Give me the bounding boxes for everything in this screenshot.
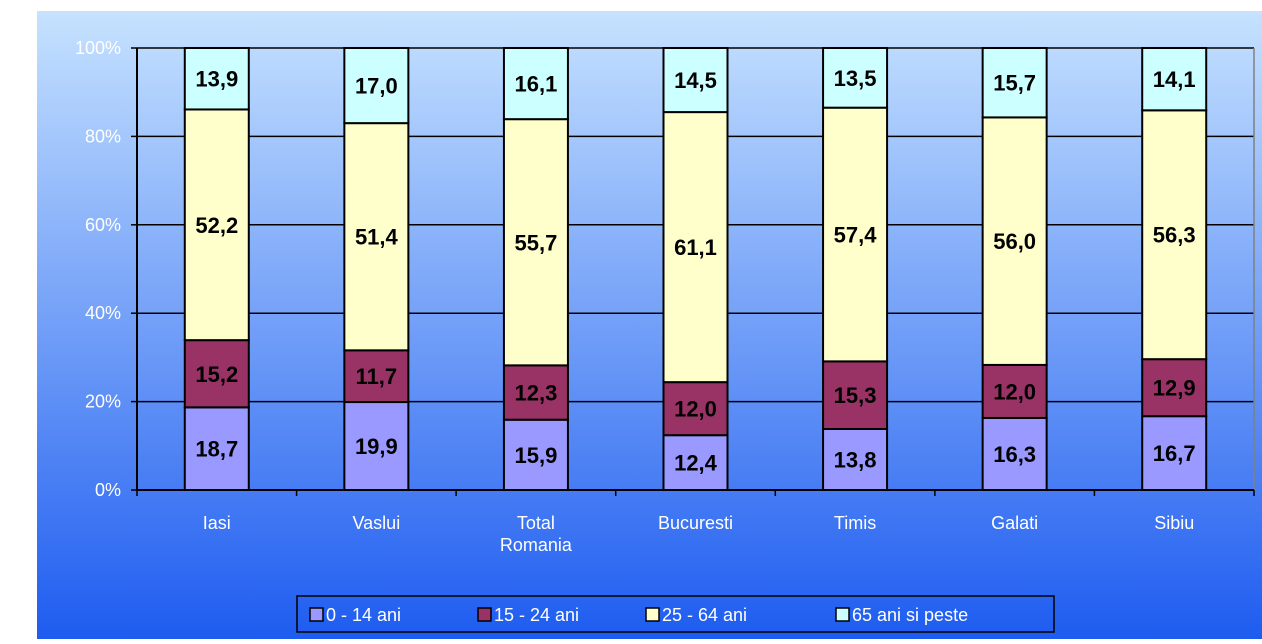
- data-label: 15,3: [834, 383, 877, 408]
- bar-segment: [1141, 109, 1208, 361]
- bar-segment: [981, 363, 1048, 419]
- x-tick-label: Galati: [991, 513, 1038, 533]
- legend-swatch: [835, 607, 850, 622]
- bar-segment: [183, 339, 250, 409]
- legend-label: 65 ani si peste: [852, 605, 968, 625]
- y-tick-label: 20%: [85, 392, 121, 412]
- data-label: 57,4: [834, 223, 878, 248]
- bar-segment: [662, 111, 729, 384]
- bar-segment: [1141, 47, 1208, 112]
- legend-swatch: [309, 607, 324, 622]
- legend-label: 15 - 24 ani: [494, 605, 579, 625]
- axes: 0% 20% 40% 60% 80% 100% Iasi Vaslui TotalRomania…: [75, 38, 1255, 555]
- x-tick-label: Iasi: [203, 513, 231, 533]
- bar-segment: [822, 428, 889, 491]
- data-label: 13,5: [834, 66, 877, 91]
- data-label: 18,7: [195, 437, 238, 462]
- y-tick-label: 40%: [85, 303, 121, 323]
- data-label: 11,7: [356, 364, 398, 389]
- legend-swatch: [645, 607, 660, 622]
- data-label: 12,3: [515, 381, 558, 406]
- data-label: 12,0: [993, 379, 1036, 404]
- legend-label: 25 - 64 ani: [662, 605, 747, 625]
- x-tick-label: Vaslui: [353, 513, 401, 533]
- y-tick-label: 80%: [85, 126, 121, 146]
- data-label: 15,2: [195, 362, 238, 387]
- data-label: 12,0: [674, 397, 717, 422]
- x-tick-label: Timis: [834, 513, 876, 533]
- x-tick-label: Romania: [500, 535, 573, 555]
- data-label: 16,7: [1153, 441, 1196, 466]
- legend-swatch: [477, 607, 492, 622]
- bar-segment: [1141, 415, 1208, 492]
- data-label: 19,9: [355, 434, 398, 459]
- data-label: 13,9: [195, 67, 238, 92]
- data-label: 15,7: [993, 71, 1036, 96]
- bar-segment: [822, 106, 889, 363]
- data-label: 17,0: [355, 74, 398, 99]
- data-label: 16,3: [993, 442, 1036, 467]
- x-tick-label: Bucuresti: [658, 513, 733, 533]
- y-tick-label: 100%: [75, 38, 121, 58]
- bar-segment: [502, 47, 569, 121]
- bar-segment: [343, 349, 410, 404]
- bar-segment: [822, 360, 889, 431]
- data-label: 14,5: [674, 68, 717, 93]
- data-label: 14,1: [1153, 67, 1196, 92]
- bar-segment: [981, 116, 1048, 366]
- bar-segment: [343, 47, 410, 125]
- data-label: 13,8: [834, 448, 877, 473]
- bar-segment: [502, 418, 569, 491]
- legend-box: [296, 595, 1055, 633]
- x-tick-label: Total: [517, 513, 555, 533]
- bars: [183, 47, 1208, 492]
- data-label: 12,4: [674, 451, 718, 476]
- data-label: 56,0: [993, 229, 1036, 254]
- data-label: 15,9: [515, 443, 558, 468]
- bar-segment: [822, 47, 889, 109]
- legend: 0 - 14 ani 15 - 24 ani 25 - 64 ani 65 ani s…: [296, 595, 1055, 633]
- x-tick-label: Sibiu: [1154, 513, 1194, 533]
- data-label: 16,1: [515, 72, 558, 97]
- bar-segment: [662, 47, 729, 114]
- legend-label: 0 - 14 ani: [326, 605, 401, 625]
- y-tick-label: 60%: [85, 215, 121, 235]
- data-label: 51,4: [355, 225, 399, 250]
- data-label: 12,9: [1153, 376, 1196, 401]
- data-label: 52,2: [195, 213, 238, 238]
- bar-segment: [981, 416, 1048, 492]
- bar-segment: [662, 381, 729, 437]
- data-label: 56,3: [1153, 223, 1196, 248]
- data-label: 61,1: [674, 235, 717, 260]
- y-tick-label: 0%: [95, 480, 121, 500]
- bar-segment: [502, 364, 569, 421]
- data-label: 55,7: [515, 230, 558, 255]
- data-labels: 18,7 15,2 52,2 13,9 19,9 11,7 51,4 17,0 15,9 12,3…: [195, 66, 1195, 476]
- bar-segment: [981, 47, 1048, 119]
- bar-segment: [183, 47, 250, 111]
